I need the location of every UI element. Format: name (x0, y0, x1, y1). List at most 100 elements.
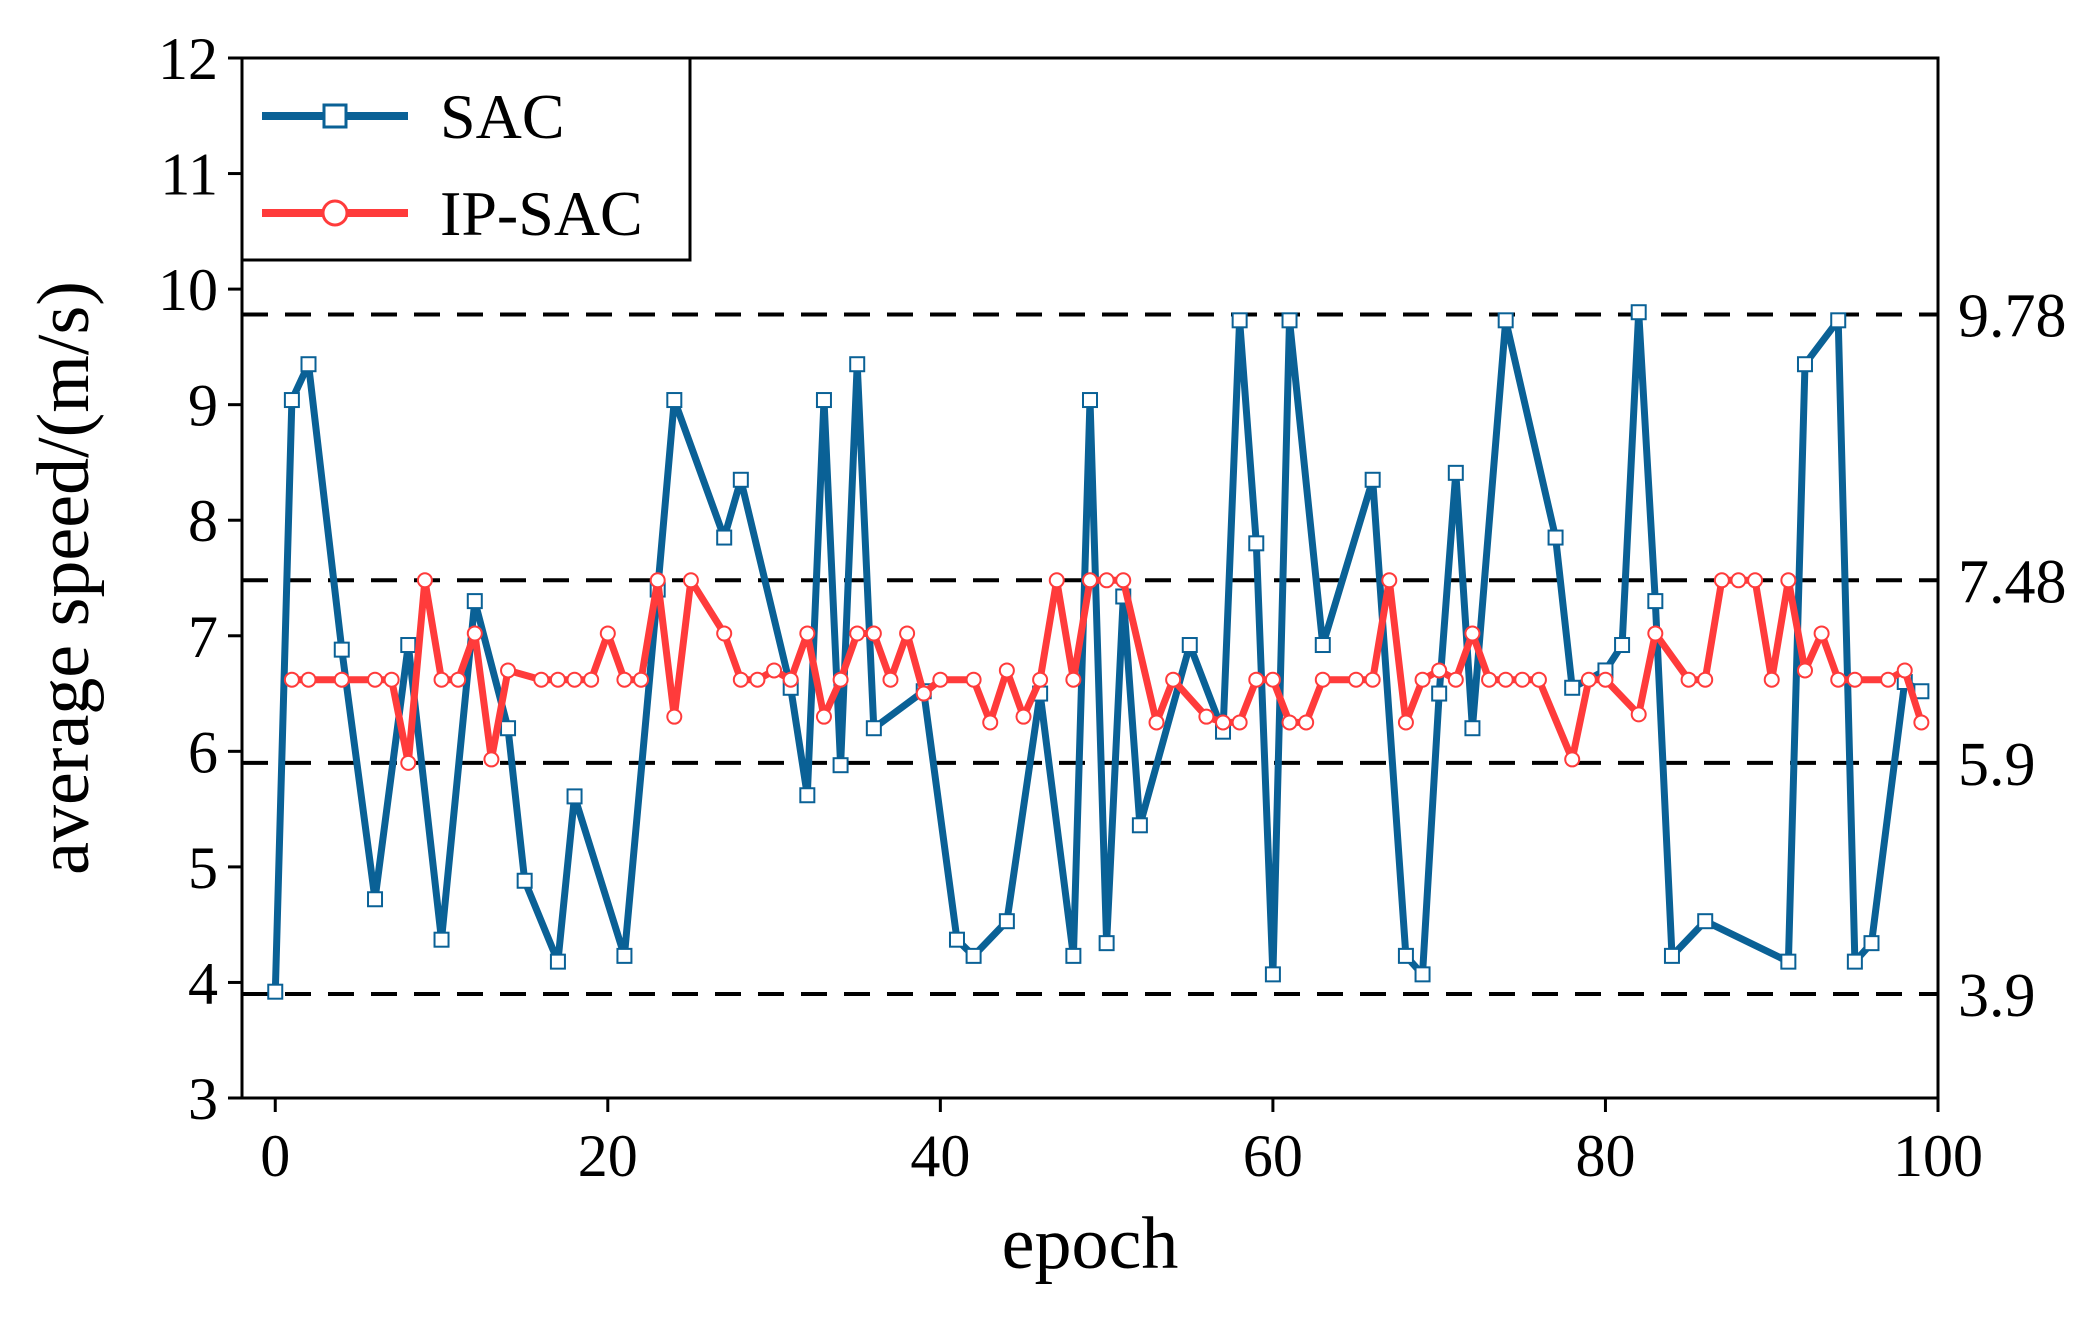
x-tick-label: 80 (1575, 1123, 1635, 1189)
y-axis-title: average speed/(m/s) (23, 281, 105, 875)
data-point-ip-sac (865, 625, 882, 642)
data-point-ip-sac (1264, 671, 1281, 688)
series-ip-sac (283, 572, 1930, 771)
data-point-ip-sac (367, 671, 384, 688)
data-point-ip-sac (1713, 572, 1730, 589)
data-point-ip-sac (965, 671, 982, 688)
y-tick-label: 11 (160, 142, 218, 208)
data-point-ip-sac (1248, 671, 1265, 688)
data-point-sac (367, 891, 384, 908)
data-point-ip-sac (1464, 625, 1481, 642)
data-point-sac (1614, 637, 1631, 654)
data-point-ip-sac (1730, 572, 1747, 589)
data-point-ip-sac (998, 662, 1015, 679)
x-tick-label: 20 (578, 1123, 638, 1189)
data-point-sac (1697, 913, 1714, 930)
data-point-ip-sac (1065, 671, 1082, 688)
data-point-ip-sac (1481, 671, 1498, 688)
data-point-ip-sac (815, 708, 832, 725)
reference-line-label: 7.48 (1958, 548, 2067, 616)
data-point-ip-sac (1564, 751, 1581, 768)
reference-line-label: 5.9 (1958, 731, 2036, 799)
data-point-ip-sac (1381, 572, 1398, 589)
data-point-sac (1264, 966, 1281, 983)
data-point-ip-sac (1514, 671, 1531, 688)
data-point-ip-sac (1298, 714, 1315, 731)
data-point-ip-sac (666, 708, 683, 725)
data-point-sac (1098, 935, 1115, 952)
data-point-ip-sac (400, 754, 417, 771)
data-point-ip-sac (1913, 714, 1930, 731)
data-point-ip-sac (1813, 625, 1830, 642)
data-point-sac (549, 953, 566, 970)
data-point-sac (865, 720, 882, 737)
data-point-ip-sac (1082, 572, 1098, 589)
data-point-sac (1131, 817, 1148, 834)
data-point-sac (998, 913, 1015, 930)
data-point-sac (1647, 593, 1664, 610)
data-point-sac (1248, 535, 1265, 552)
data-point-ip-sac (982, 714, 999, 731)
data-point-ip-sac (882, 671, 899, 688)
data-point-ip-sac (549, 671, 566, 688)
data-point-ip-sac (1747, 572, 1764, 589)
data-point-ip-sac (283, 671, 300, 688)
data-point-ip-sac (1148, 714, 1165, 731)
data-point-ip-sac (300, 671, 317, 688)
data-point-sac (1780, 953, 1797, 970)
plot-frame (240, 56, 1940, 1100)
data-point-sac (948, 931, 965, 948)
data-point-ip-sac (583, 671, 600, 688)
legend-label-ip-sac: IP-SAC (440, 178, 643, 249)
data-point-ip-sac (1198, 708, 1215, 725)
data-point-ip-sac (533, 671, 550, 688)
y-tick-label: 7 (188, 604, 218, 670)
x-axis: 0 20 40 60 80 100 (260, 1098, 1983, 1189)
data-point-ip-sac (1597, 671, 1614, 688)
data-point-ip-sac (1796, 662, 1813, 679)
data-point-ip-sac (832, 671, 849, 688)
data-point-ip-sac (450, 671, 467, 688)
data-point-sac (832, 757, 849, 774)
data-point-sac (732, 471, 749, 488)
data-point-ip-sac (416, 572, 433, 589)
data-point-ip-sac (483, 751, 500, 768)
y-tick-label: 3 (188, 1066, 218, 1132)
data-point-ip-sac (1397, 714, 1414, 731)
y-tick-label: 9 (188, 373, 218, 439)
data-point-sac (616, 947, 633, 964)
y-tick-label: 10 (158, 257, 218, 323)
data-point-ip-sac (333, 671, 350, 688)
data-point-sac (1464, 720, 1481, 737)
data-point-sac (267, 983, 284, 1000)
series-line-ip-sac (288, 576, 1925, 767)
data-point-sac (815, 392, 832, 409)
data-point-ip-sac (1896, 662, 1913, 679)
data-point-ip-sac (1630, 706, 1647, 723)
data-point-ip-sac (1763, 671, 1780, 688)
data-point-ip-sac (1048, 572, 1065, 589)
y-tick-label: 5 (188, 835, 218, 901)
reference-labels: 9.78 7.48 5.9 3.9 (1958, 283, 2067, 1030)
data-point-ip-sac (1431, 662, 1448, 679)
data-point-sac (849, 356, 866, 373)
legend-label-sac: SAC (440, 81, 565, 152)
data-point-sac (1314, 637, 1331, 654)
data-point-ip-sac (749, 671, 766, 688)
data-point-sac (716, 529, 733, 546)
data-point-ip-sac (1846, 671, 1863, 688)
data-point-sac (1181, 637, 1198, 654)
data-point-ip-sac (1680, 671, 1697, 688)
data-point-ip-sac (1580, 671, 1597, 688)
x-tick-label: 40 (910, 1123, 970, 1189)
x-tick-label: 60 (1243, 1123, 1303, 1189)
data-point-sac (1564, 679, 1581, 696)
data-point-sac (1846, 953, 1863, 970)
data-point-ip-sac (1447, 671, 1464, 688)
series-sac (267, 304, 1930, 1000)
data-point-ip-sac (1497, 671, 1514, 688)
data-point-sac (799, 787, 816, 804)
data-point-sac (1082, 392, 1098, 409)
data-point-sac (1830, 312, 1847, 329)
data-point-ip-sac (1314, 671, 1331, 688)
